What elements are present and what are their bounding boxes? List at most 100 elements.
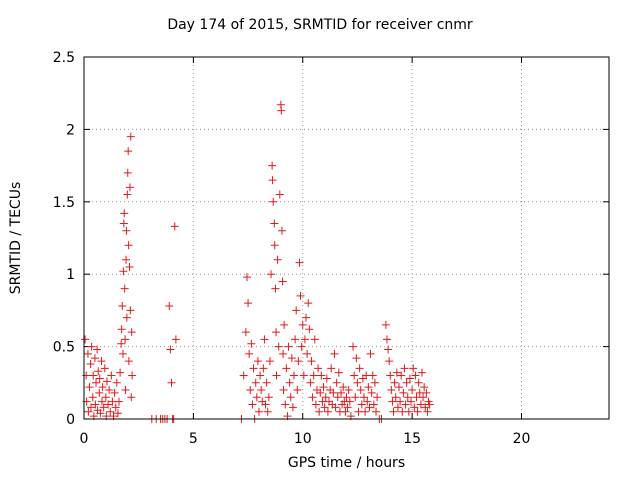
axis-ticks: 0 5 10 15 20 0 0.5 1 1.5 2 2.5 (53, 50, 609, 447)
data-point-marker (295, 258, 304, 267)
data-point-marker (263, 407, 272, 416)
data-point-marker (272, 371, 281, 380)
data-point-marker (274, 342, 283, 351)
data-point-marker (94, 367, 103, 376)
data-point-marker (83, 349, 92, 358)
data-point-marker (171, 335, 180, 344)
data-point-marker (314, 364, 323, 373)
data-point-marker (90, 354, 99, 363)
data-point-marker (416, 400, 425, 409)
data-point-marker (356, 386, 365, 395)
data-point-marker (261, 400, 270, 409)
data-point-marker (290, 371, 298, 380)
data-point-marker (117, 339, 126, 348)
data-point-marker (85, 383, 94, 392)
data-point-marker (107, 371, 116, 380)
data-point-marker (271, 284, 280, 293)
data-point-marker (280, 320, 289, 329)
data-point-marker (368, 371, 377, 380)
data-point-marker (87, 403, 95, 412)
data-point-marker (297, 342, 306, 351)
data-point-marker (300, 335, 309, 344)
data-point-marker (293, 386, 302, 395)
data-point-marker (316, 388, 325, 397)
data-point-marker (126, 132, 135, 141)
data-point-marker (82, 371, 91, 380)
data-point-marker (123, 168, 132, 177)
data-point-marker (260, 335, 269, 344)
data-point-marker (281, 400, 290, 409)
data-point-marker (246, 386, 255, 395)
data-point-marker (373, 393, 382, 402)
chart-title: Day 174 of 2015, SRMTID for receiver cnm… (167, 17, 473, 33)
data-point-marker (249, 364, 258, 373)
data-point-marker (128, 371, 137, 380)
data-point-marker (419, 393, 428, 402)
data-point-marker (125, 183, 134, 192)
data-point-marker (351, 393, 360, 402)
data-point-marker (407, 397, 416, 406)
data-point-marker (92, 378, 101, 387)
data-point-marker (388, 397, 397, 406)
data-point-marker (167, 378, 176, 387)
data-point-marker (277, 106, 286, 115)
data-point-marker (309, 371, 318, 380)
data-point-marker (361, 407, 370, 416)
data-point-marker (317, 371, 326, 380)
data-point-marker (357, 400, 366, 409)
data-point-marker (366, 349, 375, 358)
data-point-marker (308, 393, 317, 402)
data-point-marker (93, 345, 102, 354)
data-point-marker (268, 176, 277, 185)
data-point-marker (384, 345, 393, 354)
data-point-marker (331, 403, 340, 412)
data-point-marker (116, 368, 125, 377)
data-point-marker (411, 371, 420, 380)
data-point-marker (115, 397, 123, 406)
data-point-marker (353, 378, 362, 387)
data-point-marker (251, 378, 260, 387)
data-point-marker (287, 354, 296, 363)
data-point-marker (111, 403, 120, 412)
data-point-marker (124, 357, 133, 366)
data-point-marker (421, 403, 430, 412)
data-point-marker (120, 209, 129, 218)
data-point-marker (345, 397, 354, 406)
x-tick-label: 20 (513, 431, 531, 447)
data-point-marker (253, 357, 262, 366)
data-point-marker (296, 291, 305, 300)
data-point-marker (286, 393, 295, 402)
data-point-marker (100, 364, 109, 373)
data-point-marker (327, 364, 336, 373)
data-point-marker (279, 349, 288, 358)
data-point-marker (350, 371, 359, 380)
data-point-marker (123, 190, 132, 199)
x-tick-label: 15 (403, 431, 421, 447)
data-point-marker (299, 371, 308, 380)
data-point-marker (382, 335, 391, 344)
data-point-marker (298, 320, 307, 329)
data-point-marker (396, 397, 405, 406)
data-point-marker (264, 393, 273, 402)
data-point-marker (381, 320, 390, 329)
data-point-marker (112, 378, 121, 387)
data-point-marker (352, 354, 361, 363)
data-point-marker (96, 409, 105, 418)
data-point-marker (89, 371, 98, 380)
data-point-marker (386, 371, 395, 380)
data-point-marker (98, 383, 107, 392)
data-point-marker (395, 383, 403, 392)
data-point-marker (110, 388, 119, 397)
data-point-marker (125, 262, 134, 271)
data-point-marker (268, 161, 277, 170)
data-point-marker (390, 378, 399, 387)
data-point-marker (330, 349, 339, 358)
data-point-marker (307, 357, 316, 366)
data-point-marker (400, 364, 409, 373)
data-point-marker (349, 342, 358, 351)
x-tick-label: 5 (189, 431, 198, 447)
data-point-marker (81, 335, 90, 344)
data-point-marker (365, 403, 374, 412)
data-point-marker (277, 226, 286, 235)
data-point-marker (305, 325, 314, 334)
